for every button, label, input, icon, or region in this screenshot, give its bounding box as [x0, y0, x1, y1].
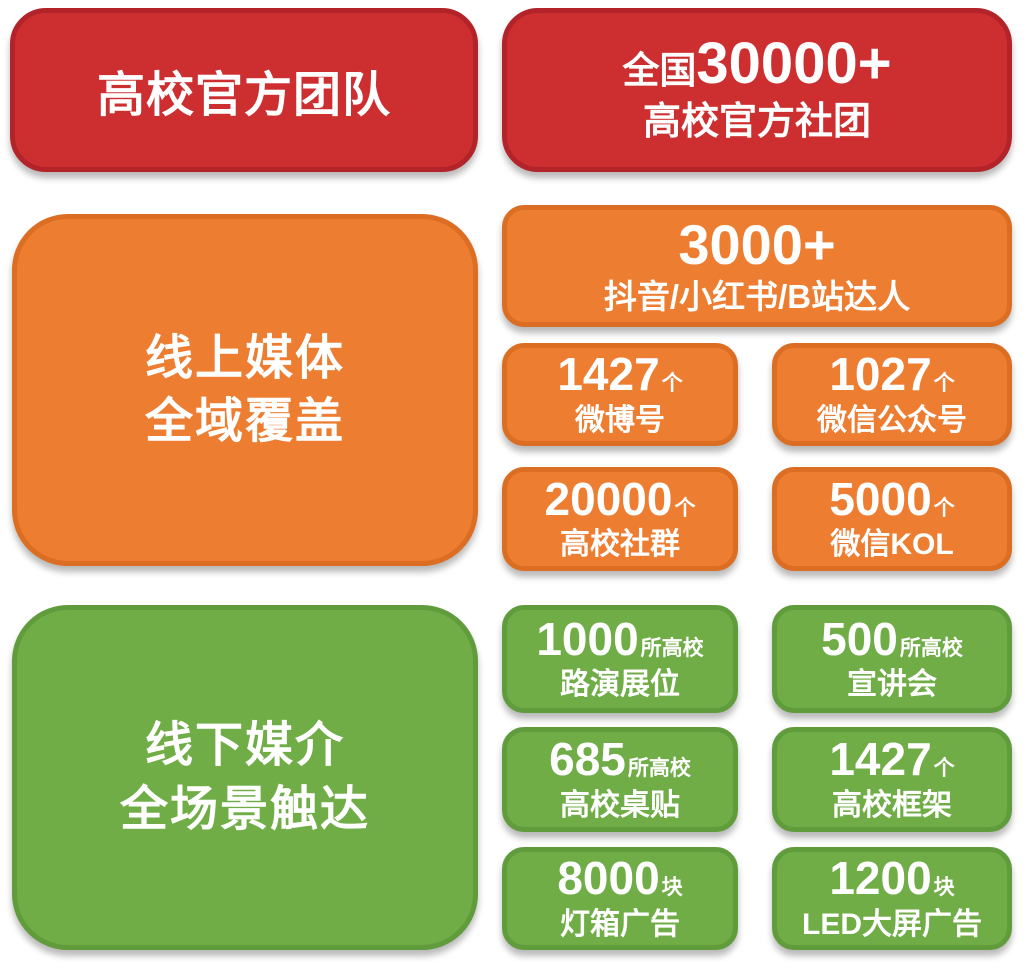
stat-label: 灯箱广告 — [560, 907, 680, 941]
online-title-line2: 全域覆盖 — [144, 395, 345, 448]
stat-label: 宣讲会 — [847, 668, 937, 702]
stat-number-row: 1427个 — [557, 350, 682, 398]
stat-unit: 所高校 — [640, 636, 704, 660]
stat-unit: 块 — [933, 876, 955, 900]
stat-unit: 个 — [661, 372, 683, 396]
info-session-stat-card: 500所高校 宣讲会 — [772, 605, 1012, 713]
stat-number: 20000 — [544, 472, 673, 525]
stat-unit: 个 — [933, 496, 955, 520]
stat-label: 高校框架 — [832, 788, 952, 822]
official-stat-line: 全国30000+ — [622, 30, 892, 96]
stat-label: 微博号 — [575, 403, 665, 437]
stat-label: 微信KOL — [830, 528, 954, 562]
stat-unit: 所高校 — [899, 636, 963, 660]
stat-unit: 个 — [674, 496, 696, 520]
stat-number-row: 1027个 — [829, 350, 954, 398]
wechat-kol-stat-card: 5000个 微信KOL — [772, 467, 1012, 571]
stat-number: 500 — [821, 612, 898, 665]
stat-number: 1427 — [557, 348, 660, 401]
stat-unit: 个 — [933, 757, 955, 781]
stat-number-row: 1427个 — [829, 735, 954, 783]
stat-number-row: 8000块 — [557, 854, 682, 902]
wechat-official-account-stat-card: 1027个 微信公众号 — [772, 343, 1012, 446]
stat-label: 路演展位 — [560, 668, 680, 702]
stat-number-row: 20000个 — [545, 475, 696, 523]
offline-title-line2: 全场景触达 — [119, 782, 370, 836]
stat-number: 5000 — [829, 472, 932, 525]
douyin-xiaohongshu-bilibili-stat-card: 3000+ 抖音/小红书/B站达人 — [502, 205, 1012, 327]
lightbox-ad-stat-card: 8000块 灯箱广告 — [502, 847, 738, 950]
hero-stat-number: 3000+ — [678, 212, 836, 276]
stat-number: 1000 — [536, 612, 639, 665]
official-team-stat-card: 全国30000+ 高校官方社团 — [502, 8, 1012, 172]
offline-media-title-card: 线下媒介 全场景触达 — [12, 605, 478, 950]
stat-number: 1200 — [829, 852, 932, 905]
official-team-title: 高校官方团队 — [96, 69, 391, 122]
official-stat-number: 30000+ — [696, 30, 892, 96]
offline-title-line1: 线下媒介 — [144, 719, 345, 773]
stat-label: 高校桌贴 — [560, 788, 680, 822]
online-title-line1: 线上媒体 — [144, 331, 345, 385]
stat-unit: 个 — [933, 372, 955, 396]
stat-label: 微信公众号 — [817, 403, 967, 437]
stat-number-row: 500所高校 — [821, 615, 963, 663]
official-team-title-card: 高校官方团队 — [10, 8, 478, 172]
stat-number-row: 5000个 — [829, 475, 954, 523]
stat-number-row: 685所高校 — [549, 735, 691, 783]
official-stat-prefix: 全国 — [622, 49, 697, 91]
campus-frame-stat-card: 1427个 高校框架 — [772, 727, 1012, 832]
stat-number-row: 1200块 — [829, 854, 954, 902]
stat-number: 1027 — [829, 348, 932, 401]
weibo-stat-card: 1427个 微博号 — [502, 343, 738, 446]
stat-number-row: 1000所高校 — [536, 615, 703, 663]
desk-sticker-stat-card: 685所高校 高校桌贴 — [502, 727, 738, 832]
campus-community-stat-card: 20000个 高校社群 — [502, 467, 738, 571]
stat-number: 1427 — [829, 733, 932, 786]
stat-number: 685 — [549, 733, 626, 786]
online-media-title-card: 线上媒体 全域覆盖 — [12, 214, 478, 566]
stat-number: 8000 — [557, 852, 660, 905]
official-stat-label: 高校官方社团 — [642, 100, 871, 143]
hero-stat-label: 抖音/小红书/B站达人 — [603, 277, 911, 315]
stat-label: 高校社群 — [560, 528, 680, 562]
led-screen-ad-stat-card: 1200块 LED大屏广告 — [772, 847, 1012, 950]
stat-label: LED大屏广告 — [802, 907, 982, 941]
roadshow-booth-stat-card: 1000所高校 路演展位 — [502, 605, 738, 713]
stat-unit: 块 — [661, 876, 683, 900]
stat-unit: 所高校 — [627, 757, 691, 781]
